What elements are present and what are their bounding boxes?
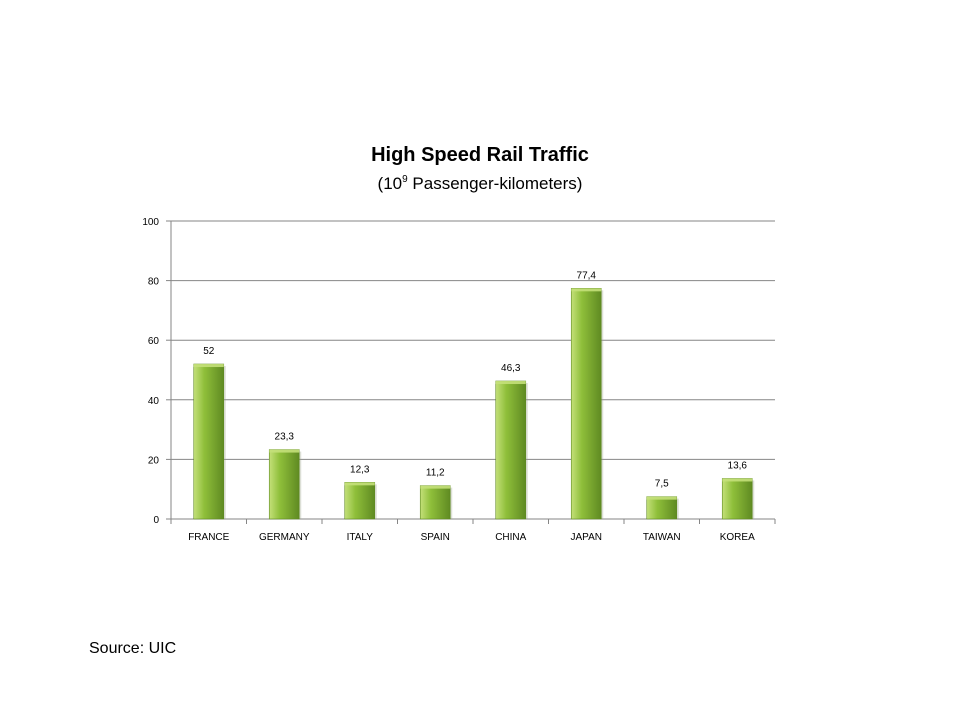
bar-top-highlight [646, 496, 677, 500]
data-label: 12,3 [350, 464, 370, 475]
data-label: 77,4 [577, 270, 597, 281]
data-label: 23,3 [275, 432, 295, 443]
subtitle-suffix: Passenger-kilometers) [407, 174, 583, 193]
y-tick-label: 80 [148, 277, 160, 288]
x-tick-label: FRANCE [188, 532, 229, 543]
bar-china [495, 380, 527, 520]
bar-italy [344, 482, 376, 520]
bars [193, 288, 755, 520]
x-tick-label: ITALY [347, 532, 374, 543]
data-label: 46,3 [501, 363, 521, 374]
bar-top-highlight [722, 478, 753, 482]
bar-top-highlight [269, 449, 300, 453]
bar-japan [570, 288, 602, 520]
y-tick-label: 40 [148, 396, 160, 407]
bar-germany [268, 449, 300, 520]
bar-spain [419, 485, 451, 520]
x-tick-label: KOREA [720, 532, 755, 543]
data-label: 11,2 [426, 468, 445, 479]
bar-top-highlight [193, 364, 224, 368]
bar-top-highlight [420, 485, 451, 489]
bar-top-highlight [495, 381, 526, 385]
x-tick-label: TAIWAN [643, 532, 681, 543]
source-note: Source: UIC [89, 640, 177, 657]
chart-title: High Speed Rail Traffic [371, 144, 589, 166]
y-tick-label: 0 [153, 515, 159, 526]
subtitle-exponent: 9 [402, 174, 408, 185]
y-tick-label: 60 [148, 336, 160, 347]
data-label: 7,5 [655, 479, 669, 490]
x-tick-label: SPAIN [421, 532, 450, 543]
y-tick-label: 20 [148, 455, 160, 466]
bar-top-highlight [571, 288, 602, 292]
x-tick-label: CHINA [495, 532, 526, 543]
labels: 0 20 40 60 80 100 52 FRANCE 23,3 GERMANY 12,3 ITALY… [142, 217, 755, 543]
chart-subtitle: (109 Passenger-kilometers) [0, 174, 960, 194]
x-tick-label: JAPAN [571, 532, 603, 543]
data-label: 13,6 [728, 460, 748, 471]
data-label: 52 [203, 346, 215, 357]
bar-taiwan [646, 496, 678, 520]
bar-france [193, 363, 225, 520]
gridlines [171, 220, 775, 460]
bar-korea [721, 478, 753, 520]
bar-top-highlight [344, 482, 375, 486]
y-tick-label: 100 [142, 217, 159, 228]
x-tick-label: GERMANY [259, 532, 310, 543]
subtitle-prefix: (10 [377, 174, 403, 193]
axes [166, 220, 776, 524]
